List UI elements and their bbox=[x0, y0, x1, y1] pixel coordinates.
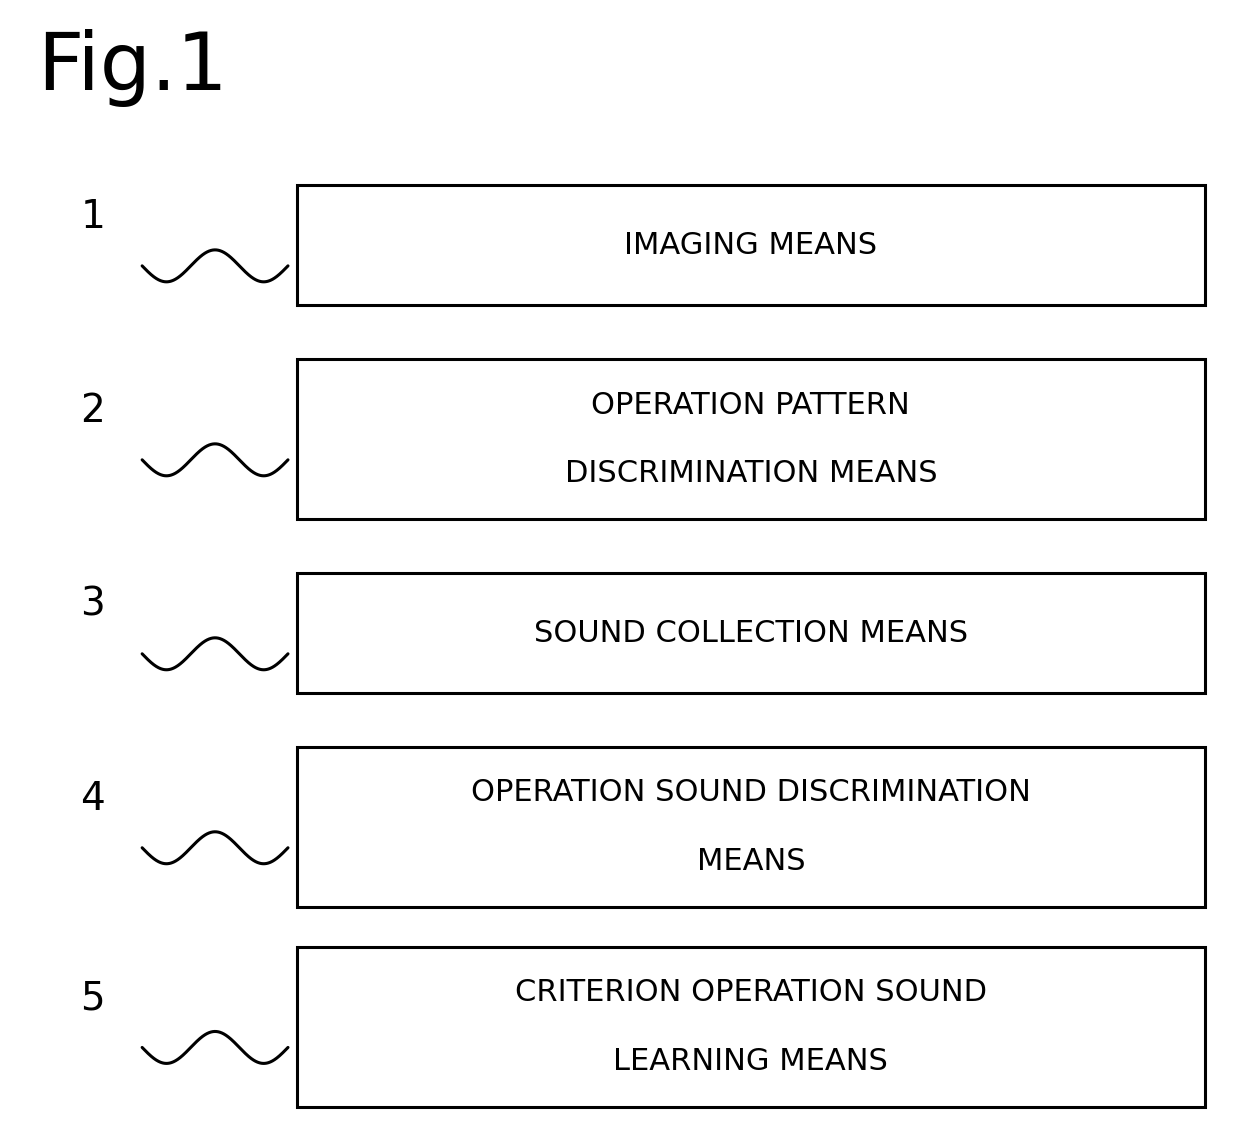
Text: DISCRIMINATION MEANS: DISCRIMINATION MEANS bbox=[565, 459, 937, 488]
FancyBboxPatch shape bbox=[297, 185, 1205, 305]
Text: OPERATION SOUND DISCRIMINATION: OPERATION SOUND DISCRIMINATION bbox=[471, 778, 1031, 808]
Text: 3: 3 bbox=[80, 585, 105, 624]
Text: LEARNING MEANS: LEARNING MEANS bbox=[613, 1046, 889, 1076]
Text: 1: 1 bbox=[80, 197, 105, 236]
Text: MEANS: MEANS bbox=[697, 847, 805, 876]
Text: CRITERION OPERATION SOUND: CRITERION OPERATION SOUND bbox=[515, 978, 986, 1008]
Text: Fig.1: Fig.1 bbox=[37, 29, 227, 106]
FancyBboxPatch shape bbox=[297, 947, 1205, 1107]
FancyBboxPatch shape bbox=[297, 359, 1205, 519]
Text: 4: 4 bbox=[80, 779, 105, 818]
Text: 2: 2 bbox=[80, 391, 105, 430]
FancyBboxPatch shape bbox=[297, 747, 1205, 907]
FancyBboxPatch shape bbox=[297, 573, 1205, 693]
Text: IMAGING MEANS: IMAGING MEANS bbox=[624, 230, 878, 260]
Text: OPERATION PATTERN: OPERATION PATTERN bbox=[592, 390, 910, 420]
Text: 5: 5 bbox=[80, 979, 105, 1018]
Text: SOUND COLLECTION MEANS: SOUND COLLECTION MEANS bbox=[534, 618, 968, 648]
